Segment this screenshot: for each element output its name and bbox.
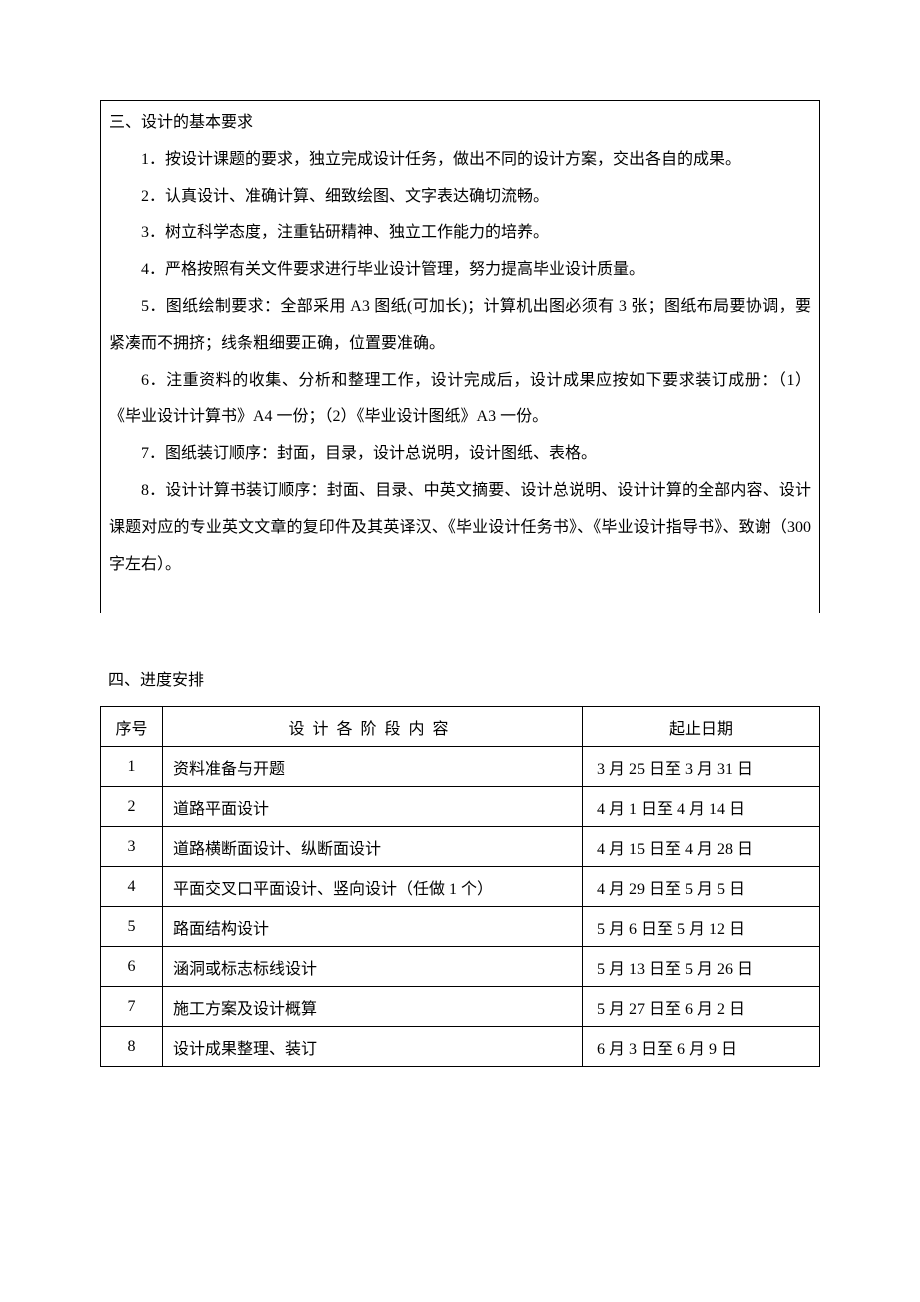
table-row: 7 施工方案及设计概算 5 月 27 日至 6 月 2 日 — [101, 987, 820, 1027]
cell-date: 3 月 25 日至 3 月 31 日 — [583, 747, 820, 787]
header-content: 设计各阶段内容 — [163, 707, 583, 747]
cell-content: 道路平面设计 — [163, 787, 583, 827]
header-date: 起止日期 — [583, 707, 820, 747]
requirement-item-1: 1．按设计课题的要求，独立完成设计任务，做出不同的设计方案，交出各自的成果。 — [109, 142, 811, 179]
requirement-item-6: 6．注重资料的收集、分析和整理工作，设计完成后，设计成果应按如下要求装订成册：（… — [109, 363, 811, 437]
cell-content: 设计成果整理、装订 — [163, 1027, 583, 1067]
cell-num: 7 — [101, 987, 163, 1027]
table-row: 8 设计成果整理、装订 6 月 3 日至 6 月 9 日 — [101, 1027, 820, 1067]
requirement-item-3: 3．树立科学态度，注重钻研精神、独立工作能力的培养。 — [109, 215, 811, 252]
cell-content: 涵洞或标志标线设计 — [163, 947, 583, 987]
cell-num: 8 — [101, 1027, 163, 1067]
cell-date: 4 月 15 日至 4 月 28 日 — [583, 827, 820, 867]
cell-num: 2 — [101, 787, 163, 827]
table-row: 6 涵洞或标志标线设计 5 月 13 日至 5 月 26 日 — [101, 947, 820, 987]
requirement-item-2: 2．认真设计、准确计算、细致绘图、文字表达确切流畅。 — [109, 179, 811, 216]
section-3-title: 三、设计的基本要求 — [109, 105, 811, 142]
table-row: 5 路面结构设计 5 月 6 日至 5 月 12 日 — [101, 907, 820, 947]
requirement-item-5: 5．图纸绘制要求：全部采用 A3 图纸(可加长)；计算机出图必须有 3 张；图纸… — [109, 289, 811, 363]
cell-num: 1 — [101, 747, 163, 787]
cell-content: 施工方案及设计概算 — [163, 987, 583, 1027]
cell-content: 道路横断面设计、纵断面设计 — [163, 827, 583, 867]
cell-content: 路面结构设计 — [163, 907, 583, 947]
cell-content: 资料准备与开题 — [163, 747, 583, 787]
cell-num: 5 — [101, 907, 163, 947]
table-row: 2 道路平面设计 4 月 1 日至 4 月 14 日 — [101, 787, 820, 827]
cell-date: 4 月 1 日至 4 月 14 日 — [583, 787, 820, 827]
requirement-item-8: 8．设计计算书装订顺序：封面、目录、中英文摘要、设计总说明、设计计算的全部内容、… — [109, 473, 811, 583]
section-3-container: 三、设计的基本要求 1．按设计课题的要求，独立完成设计任务，做出不同的设计方案，… — [100, 100, 820, 613]
section-4-title: 四、进度安排 — [108, 663, 820, 700]
table-row: 1 资料准备与开题 3 月 25 日至 3 月 31 日 — [101, 747, 820, 787]
requirement-item-4: 4．严格按照有关文件要求进行毕业设计管理，努力提高毕业设计质量。 — [109, 252, 811, 289]
requirement-item-7: 7．图纸装订顺序：封面，目录，设计总说明，设计图纸、表格。 — [109, 436, 811, 473]
table-row: 3 道路横断面设计、纵断面设计 4 月 15 日至 4 月 28 日 — [101, 827, 820, 867]
cell-content: 平面交叉口平面设计、竖向设计（任做 1 个） — [163, 867, 583, 907]
table-header-row: 序号 设计各阶段内容 起止日期 — [101, 707, 820, 747]
cell-date: 6 月 3 日至 6 月 9 日 — [583, 1027, 820, 1067]
cell-num: 3 — [101, 827, 163, 867]
cell-date: 5 月 27 日至 6 月 2 日 — [583, 987, 820, 1027]
cell-num: 6 — [101, 947, 163, 987]
header-num: 序号 — [101, 707, 163, 747]
cell-date: 5 月 13 日至 5 月 26 日 — [583, 947, 820, 987]
table-row: 4 平面交叉口平面设计、竖向设计（任做 1 个） 4 月 29 日至 5 月 5… — [101, 867, 820, 907]
cell-date: 4 月 29 日至 5 月 5 日 — [583, 867, 820, 907]
cell-date: 5 月 6 日至 5 月 12 日 — [583, 907, 820, 947]
cell-num: 4 — [101, 867, 163, 907]
schedule-table: 序号 设计各阶段内容 起止日期 1 资料准备与开题 3 月 25 日至 3 月 … — [100, 706, 820, 1067]
